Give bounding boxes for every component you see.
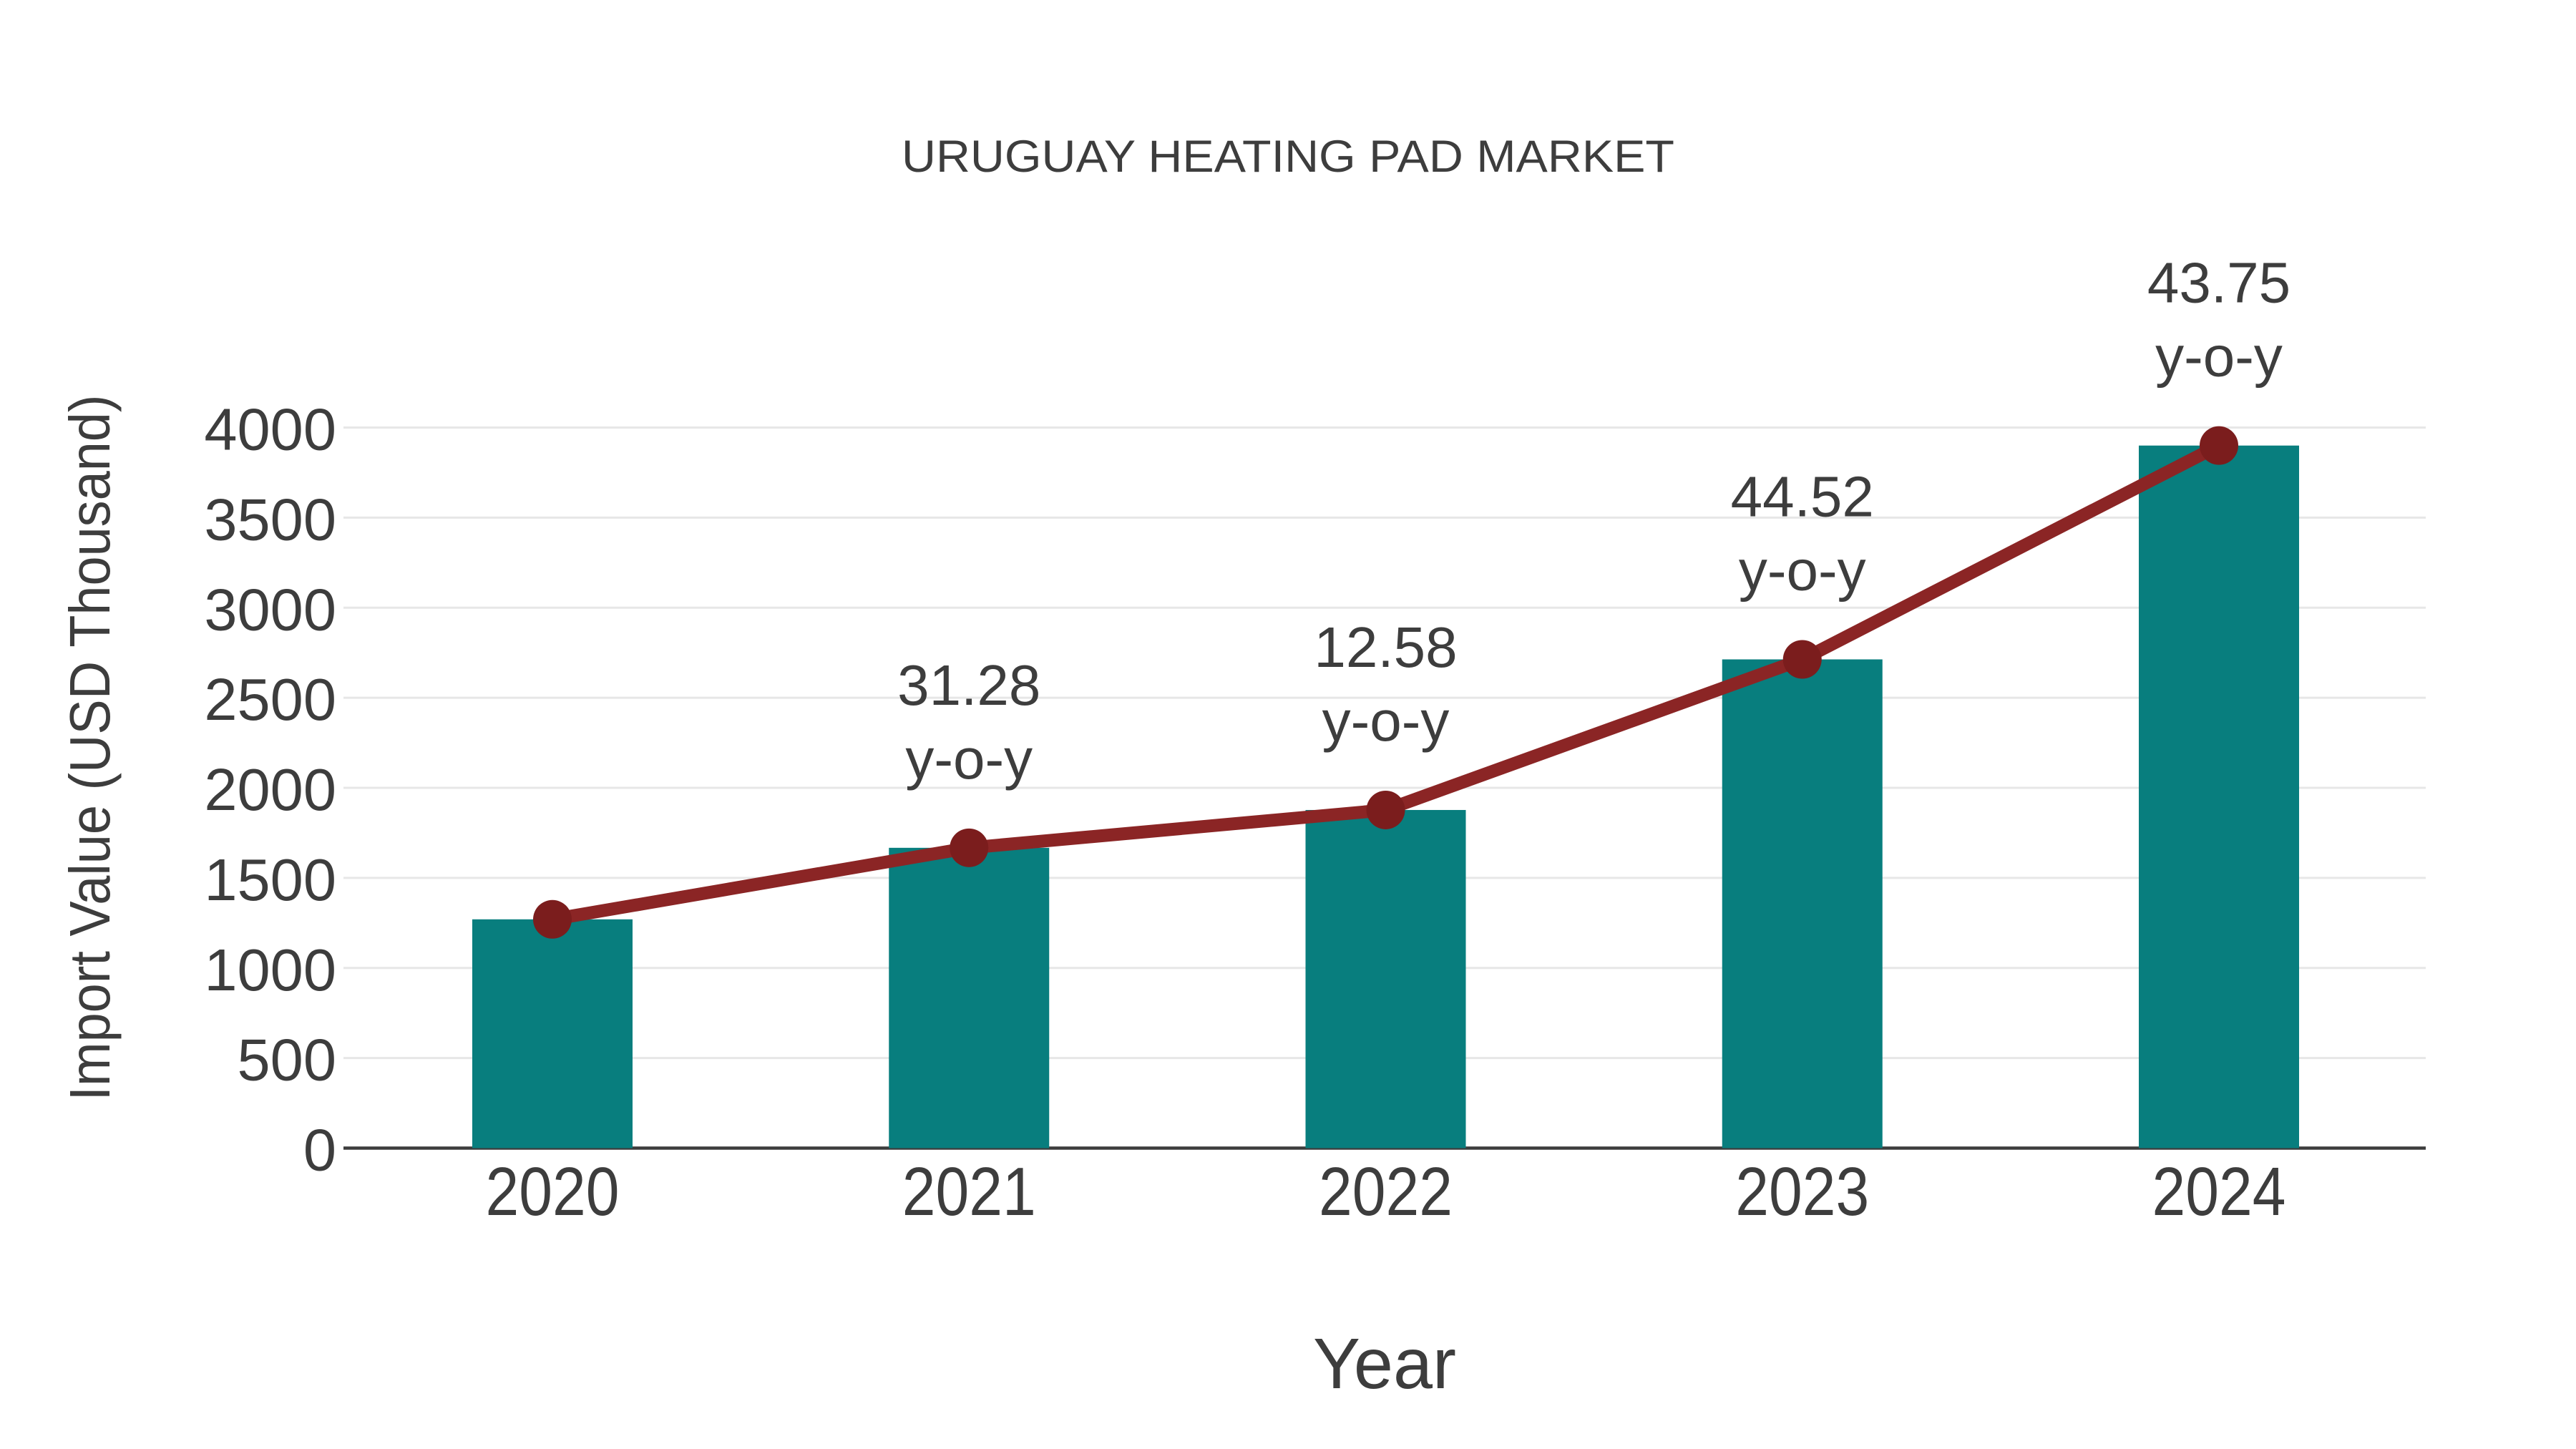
line-point-2023 <box>1782 640 1822 679</box>
annotation-label-2024: y-o-y <box>2155 325 2283 389</box>
line-point-2020 <box>533 899 572 939</box>
chart-title: URUGUAY HEATING PAD MARKET <box>902 132 1674 182</box>
annotation-value-2021: 31.28 <box>897 653 1040 717</box>
y-tick-label-2500: 2500 <box>204 666 336 733</box>
annotations-group: 31.28 y-o-y 12.58 y-o-y 44.52 y-o-y 43.75 y-o-y <box>897 251 2290 791</box>
annotation-value-2024: 43.75 <box>2147 251 2290 315</box>
line-point-2022 <box>1366 790 1405 829</box>
line-point-2021 <box>950 828 989 867</box>
bar-2023 <box>1722 659 1883 1148</box>
line-point-2024 <box>2200 426 2238 465</box>
y-tick-label-1500: 1500 <box>204 847 336 913</box>
line-series-group <box>533 426 2238 939</box>
annotation-value-2022: 12.58 <box>1314 615 1457 679</box>
x-tick-label-2021: 2021 <box>902 1153 1036 1230</box>
x-axis-title: Year <box>1313 1324 1456 1404</box>
annotation-label-2022: y-o-y <box>1322 689 1450 753</box>
y-tick-label-1000: 1000 <box>204 937 336 1003</box>
y-tick-label-0: 0 <box>303 1117 336 1184</box>
annotation-value-2023: 44.52 <box>1731 465 1874 529</box>
x-tick-label-2020: 2020 <box>486 1153 620 1230</box>
annotation-label-2023: y-o-y <box>1739 539 1866 602</box>
bar-2022 <box>1305 809 1466 1148</box>
x-tick-label-2024: 2024 <box>2152 1153 2286 1230</box>
x-tick-label-2023: 2023 <box>1735 1153 1869 1230</box>
bar-series-group <box>472 445 2299 1148</box>
y-tick-label-3000: 3000 <box>204 576 336 643</box>
y-tick-label-2000: 2000 <box>204 756 336 823</box>
bar-2024 <box>2139 445 2299 1148</box>
y-tick-label-3500: 3500 <box>204 486 336 552</box>
bar-2020 <box>472 919 633 1148</box>
x-tick-labels-group: 2020 2021 2022 2023 2024 <box>486 1153 2286 1230</box>
y-tick-label-4000: 4000 <box>204 396 336 463</box>
x-tick-label-2022: 2022 <box>1319 1153 1453 1230</box>
y-tick-labels-group: 0 500 1000 1500 2000 2500 3000 3500 4000 <box>204 396 336 1184</box>
y-tick-label-500: 500 <box>238 1027 336 1093</box>
annotation-label-2021: y-o-y <box>905 727 1033 791</box>
y-axis-title: Import Value (USD Thousand) <box>58 395 122 1101</box>
bar-2021 <box>889 847 1050 1148</box>
